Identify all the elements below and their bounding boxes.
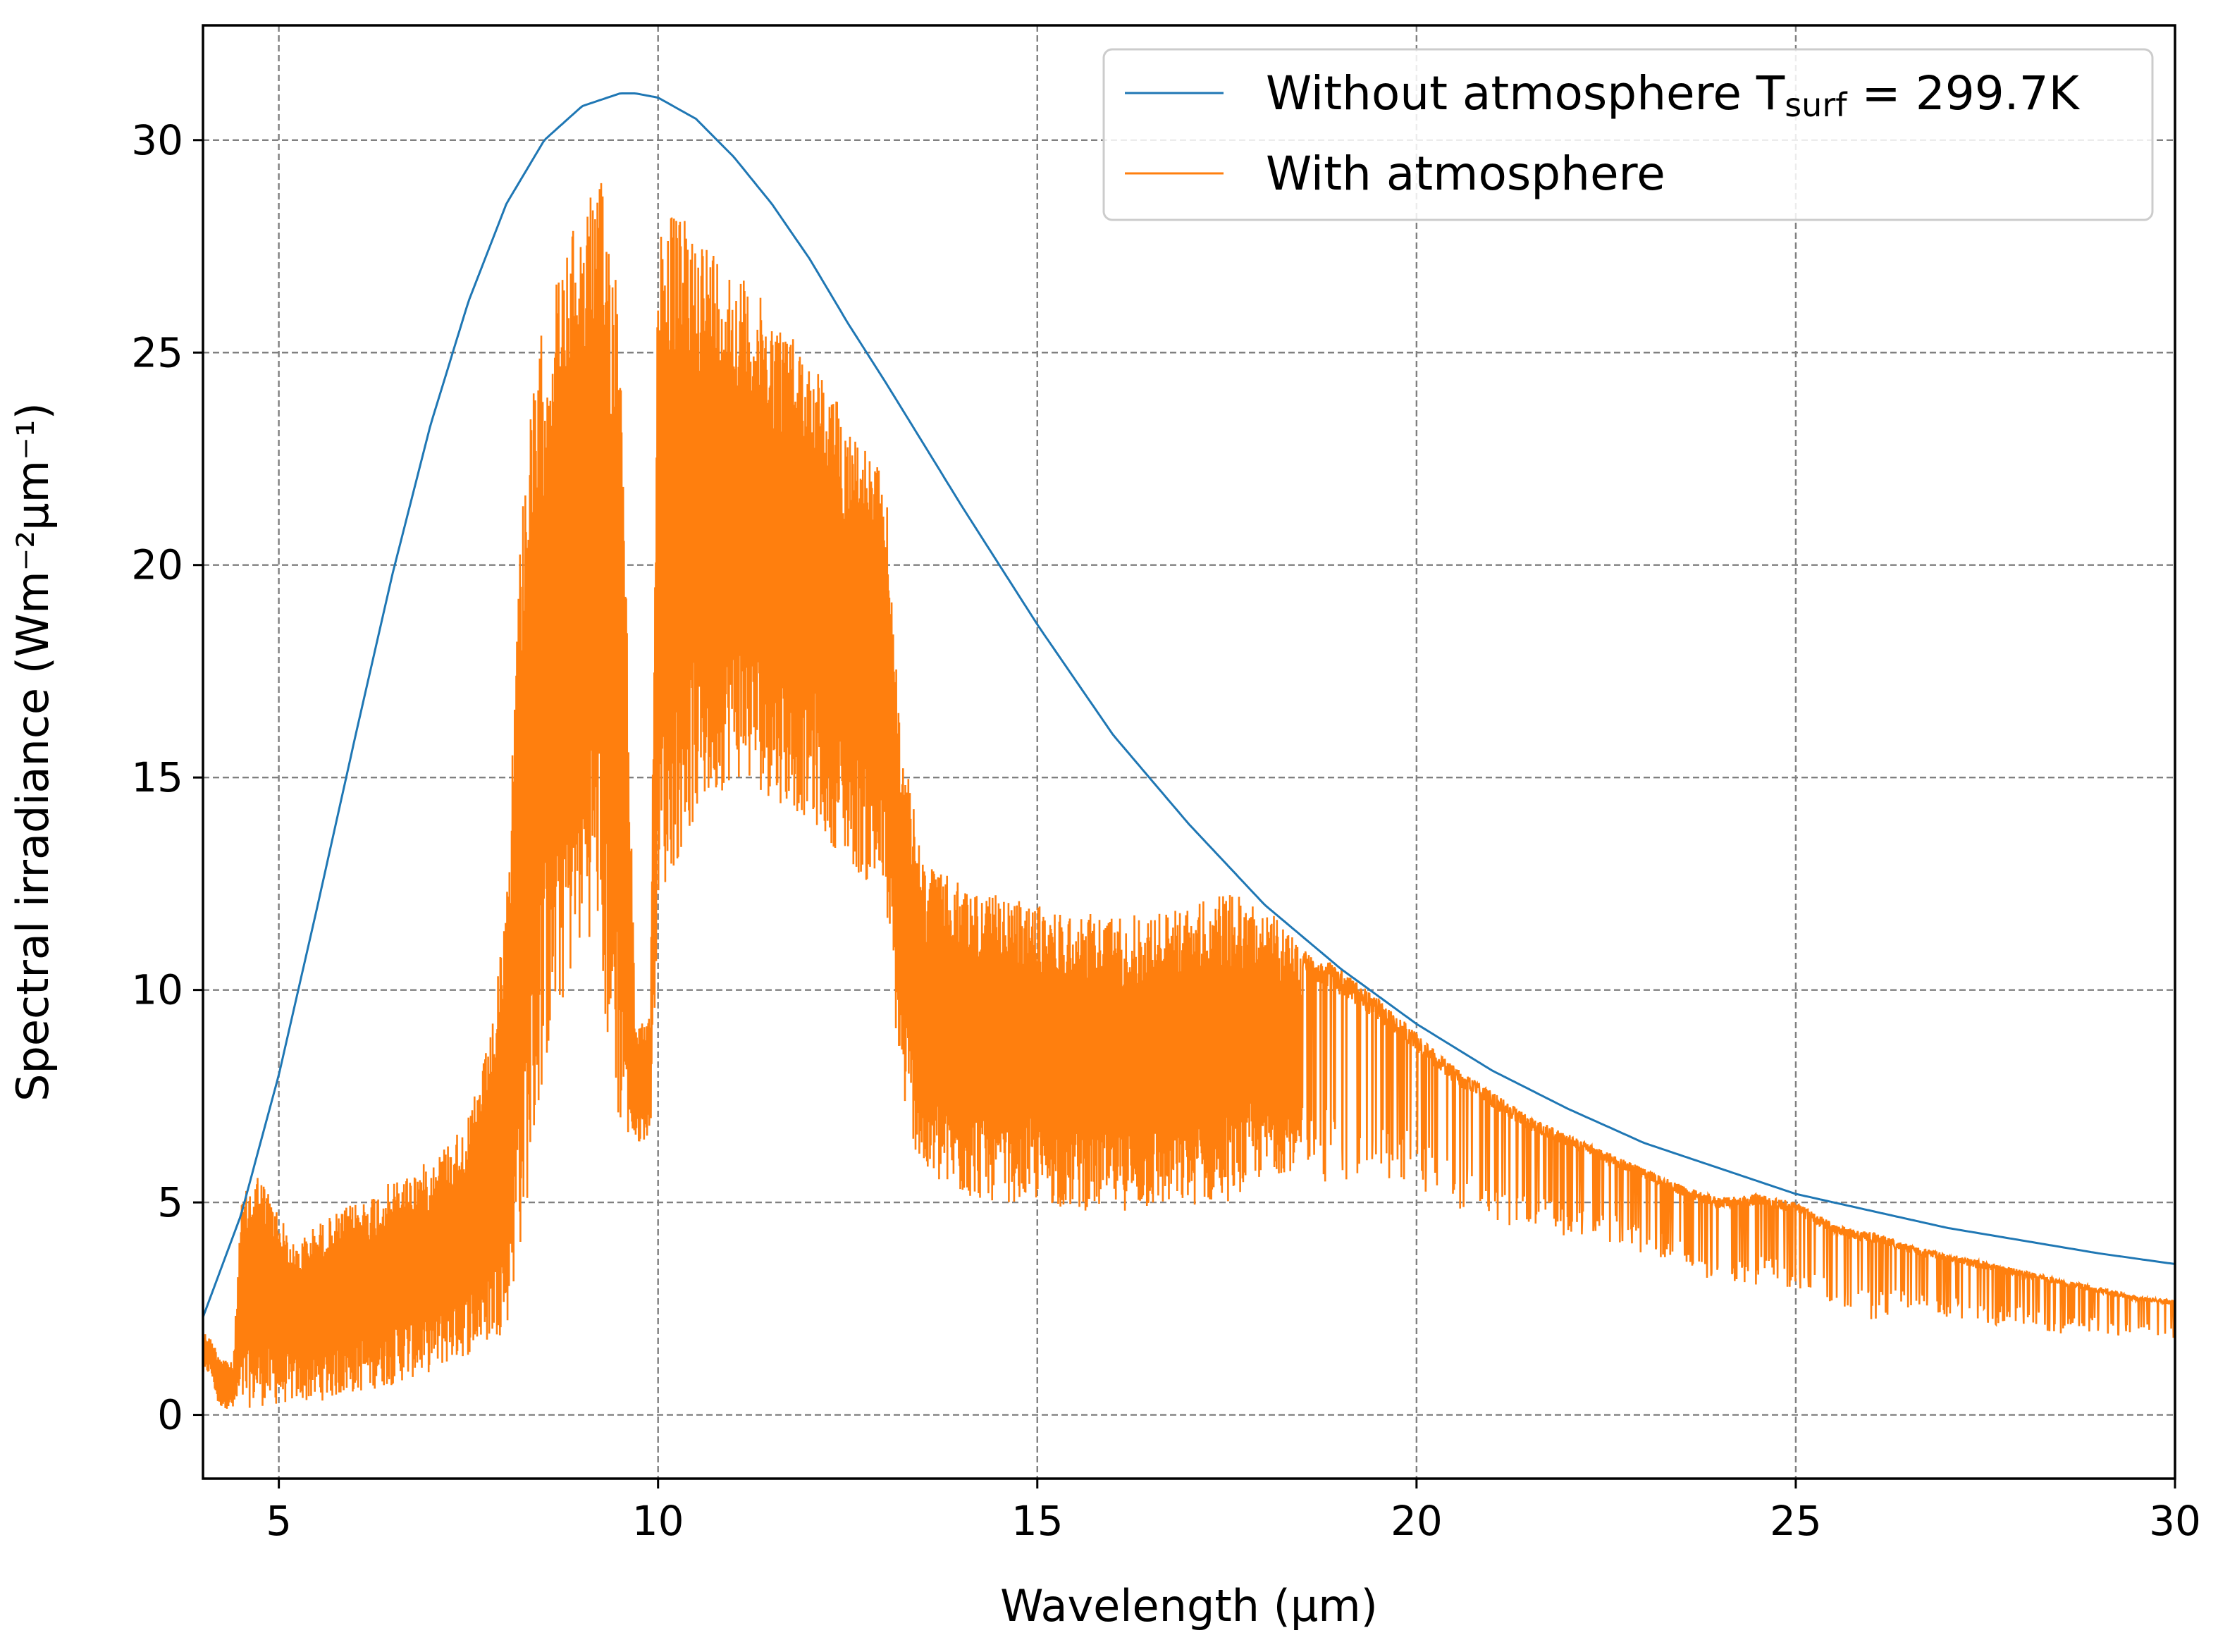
legend: Without atmosphere Tsurf = 299.7K With a…	[1102, 48, 2154, 221]
y-tick-label: 20	[131, 541, 183, 589]
y-tick-label: 10	[131, 966, 183, 1014]
with-atmosphere-series-line	[203, 183, 2175, 1409]
legend-label-subscript: surf	[1785, 86, 1848, 124]
legend-label-suffix: = 299.7K	[1847, 66, 2080, 121]
x-axis-ticks: 5 10 15 20 25 30	[266, 1479, 2201, 1545]
y-tick-label: 30	[131, 116, 183, 164]
x-tick-label: 30	[2149, 1497, 2201, 1545]
legend-label-main: Without atmosphere T	[1266, 66, 1785, 121]
legend-label-with-atmosphere: With atmosphere	[1266, 147, 1665, 201]
x-tick-label: 5	[266, 1497, 292, 1545]
y-tick-label: 0	[157, 1391, 183, 1439]
y-tick-label: 25	[131, 328, 183, 376]
x-tick-label: 15	[1011, 1497, 1064, 1545]
x-tick-label: 25	[1770, 1497, 1822, 1545]
x-tick-label: 20	[1391, 1497, 1443, 1545]
x-axis-label: Wavelength (µm)	[1000, 1580, 1378, 1632]
y-tick-label: 15	[131, 753, 183, 801]
with-atmosphere-series	[203, 183, 2175, 1409]
y-axis-ticks: 0 5 10 15 20 25 30	[131, 116, 203, 1439]
plot-frame	[202, 24, 2176, 1480]
legend-label-without-atmosphere: Without atmosphere Tsurf = 299.7K	[1266, 66, 2081, 124]
y-tick-label: 5	[157, 1178, 183, 1226]
y-axis-label: Spectral irradiance (Wm⁻²µm⁻¹)	[7, 402, 58, 1102]
without-atmosphere-series-line	[203, 92, 2175, 1318]
legend-box	[1102, 48, 2154, 221]
x-tick-label: 10	[632, 1497, 684, 1545]
